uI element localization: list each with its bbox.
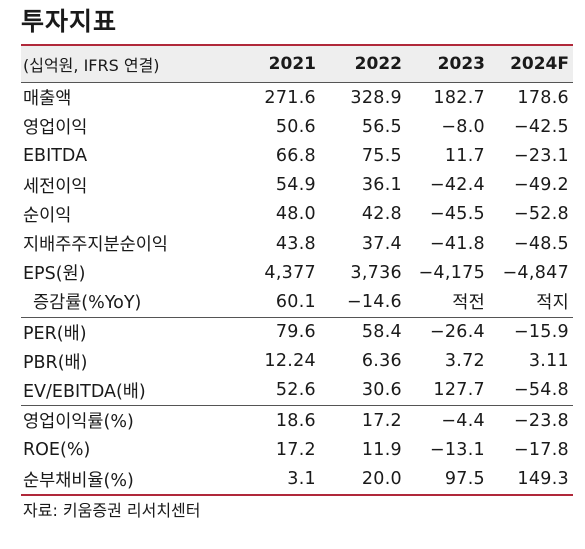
bottom-divider	[21, 493, 573, 496]
row-value: −4,175	[418, 262, 485, 283]
row-value: 17.2	[275, 439, 316, 460]
row-value: 50.6	[275, 116, 316, 137]
row-value: 4,377	[264, 262, 316, 283]
table-row: 순이익 48.0 42.8 −45.5 −52.8	[21, 200, 573, 229]
row-value: 182.7	[433, 87, 485, 108]
row-label: 지배주주지분순이익	[23, 235, 168, 256]
row-value: 3.11	[528, 351, 569, 372]
row-value: 37.4	[361, 233, 402, 254]
row-value: 43.8	[275, 233, 316, 254]
row-value: −23.8	[489, 405, 573, 436]
row-value: −49.2	[513, 175, 569, 196]
row-value: −4.4	[406, 405, 489, 436]
row-value: 54.9	[275, 175, 316, 196]
row-value: 11.9	[361, 439, 402, 460]
row-value: 75.5	[361, 145, 402, 166]
table-row: ROE(%) 17.2 11.9 −13.1 −17.8	[21, 435, 573, 464]
row-value: −42.5	[513, 116, 569, 137]
year-header: 2023	[406, 46, 489, 83]
table-header-row: (십억원, IFRS 연결) 2021 2022 2023 2024F	[21, 46, 573, 83]
row-value: 적지	[536, 293, 569, 314]
row-value: 20.0	[361, 469, 402, 490]
table-row: 영업이익률(%) 18.6 17.2 −4.4 −23.8	[21, 405, 573, 436]
row-value: −45.5	[429, 204, 485, 225]
row-value: 178.6	[517, 87, 569, 108]
row-value: −42.4	[429, 175, 485, 196]
row-value: −8.0	[441, 116, 485, 137]
table-row: PBR(배) 12.24 6.36 3.72 3.11	[21, 347, 573, 376]
row-label: 순부채비율(%)	[23, 470, 134, 491]
table-row: 지배주주지분순이익 43.8 37.4 −41.8 −48.5	[21, 229, 573, 258]
row-label: 순이익	[23, 205, 72, 226]
row-label: PER(배)	[21, 316, 234, 347]
row-value: 30.6	[361, 380, 402, 401]
row-value: 48.0	[275, 204, 316, 225]
row-label: 증감률(%YoY)	[33, 293, 142, 314]
unit-label: (십억원, IFRS 연결)	[21, 46, 234, 83]
table-row: EBITDA 66.8 75.5 11.7 −23.1	[21, 141, 573, 170]
row-value: 3,736	[350, 262, 402, 283]
page-title: 투자지표	[21, 7, 118, 36]
row-value: 66.8	[275, 145, 316, 166]
row-value: 127.7	[433, 380, 485, 401]
row-label: EPS(원)	[23, 264, 86, 285]
row-value: 36.1	[361, 175, 402, 196]
year-header: 2024F	[489, 46, 573, 83]
table-row: EPS(원) 4,377 3,736 −4,175 −4,847	[21, 258, 573, 287]
table-row: 매출액 271.6 328.9 182.7 178.6	[21, 83, 573, 113]
row-label: EBITDA	[23, 145, 88, 166]
row-label: 영업이익	[23, 118, 88, 139]
title-divider	[21, 44, 573, 46]
row-value: −17.8	[513, 439, 569, 460]
row-label: 영업이익률(%)	[21, 405, 234, 436]
row-value: −14.6	[346, 291, 402, 312]
row-label: EV/EBITDA(배)	[23, 381, 146, 402]
table-row: PER(배) 79.6 58.4 −26.4 −15.9	[21, 316, 573, 347]
row-value: −13.1	[429, 439, 485, 460]
row-value: −4,847	[502, 262, 569, 283]
row-label: 매출액	[23, 89, 72, 110]
row-value: 적전	[452, 293, 485, 314]
year-header: 2021	[234, 46, 320, 83]
row-value: 52.6	[275, 380, 316, 401]
row-value: 12.24	[264, 351, 316, 372]
row-value: 56.5	[361, 116, 402, 137]
table-row: 증감률(%YoY) 60.1 −14.6 적전 적지	[21, 287, 573, 317]
table-row: 영업이익 50.6 56.5 −8.0 −42.5	[21, 112, 573, 141]
row-value: −23.1	[513, 145, 569, 166]
row-value: −26.4	[406, 316, 489, 347]
table-row: EV/EBITDA(배) 52.6 30.6 127.7 −54.8	[21, 376, 573, 406]
row-label: 세전이익	[23, 176, 88, 197]
row-value: 6.36	[361, 351, 402, 372]
row-value: 79.6	[234, 316, 320, 347]
row-value: 42.8	[361, 204, 402, 225]
table-row: 순부채비율(%) 3.1 20.0 97.5 149.3	[21, 464, 573, 493]
row-value: 149.3	[517, 469, 569, 490]
row-label: PBR(배)	[23, 352, 88, 373]
row-value: −48.5	[513, 233, 569, 254]
row-value: 97.5	[444, 469, 485, 490]
row-value: 11.7	[444, 145, 485, 166]
row-value: −41.8	[429, 233, 485, 254]
row-value: −15.9	[489, 316, 573, 347]
row-value: 328.9	[350, 87, 402, 108]
row-value: 271.6	[264, 87, 316, 108]
row-value: 17.2	[320, 405, 406, 436]
row-value: 60.1	[275, 291, 316, 312]
row-value: 3.72	[444, 351, 485, 372]
row-value: −52.8	[513, 204, 569, 225]
row-label: ROE(%)	[23, 439, 91, 460]
year-header: 2022	[320, 46, 406, 83]
row-value: 18.6	[234, 405, 320, 436]
source-note: 자료: 키움증권 리서치센터	[23, 500, 201, 520]
table-row: 세전이익 54.9 36.1 −42.4 −49.2	[21, 171, 573, 200]
row-value: 3.1	[287, 469, 316, 490]
row-value: 58.4	[320, 316, 406, 347]
indicators-table: (십억원, IFRS 연결) 2021 2022 2023 2024F 매출액 2…	[21, 46, 573, 494]
row-value: −54.8	[513, 380, 569, 401]
